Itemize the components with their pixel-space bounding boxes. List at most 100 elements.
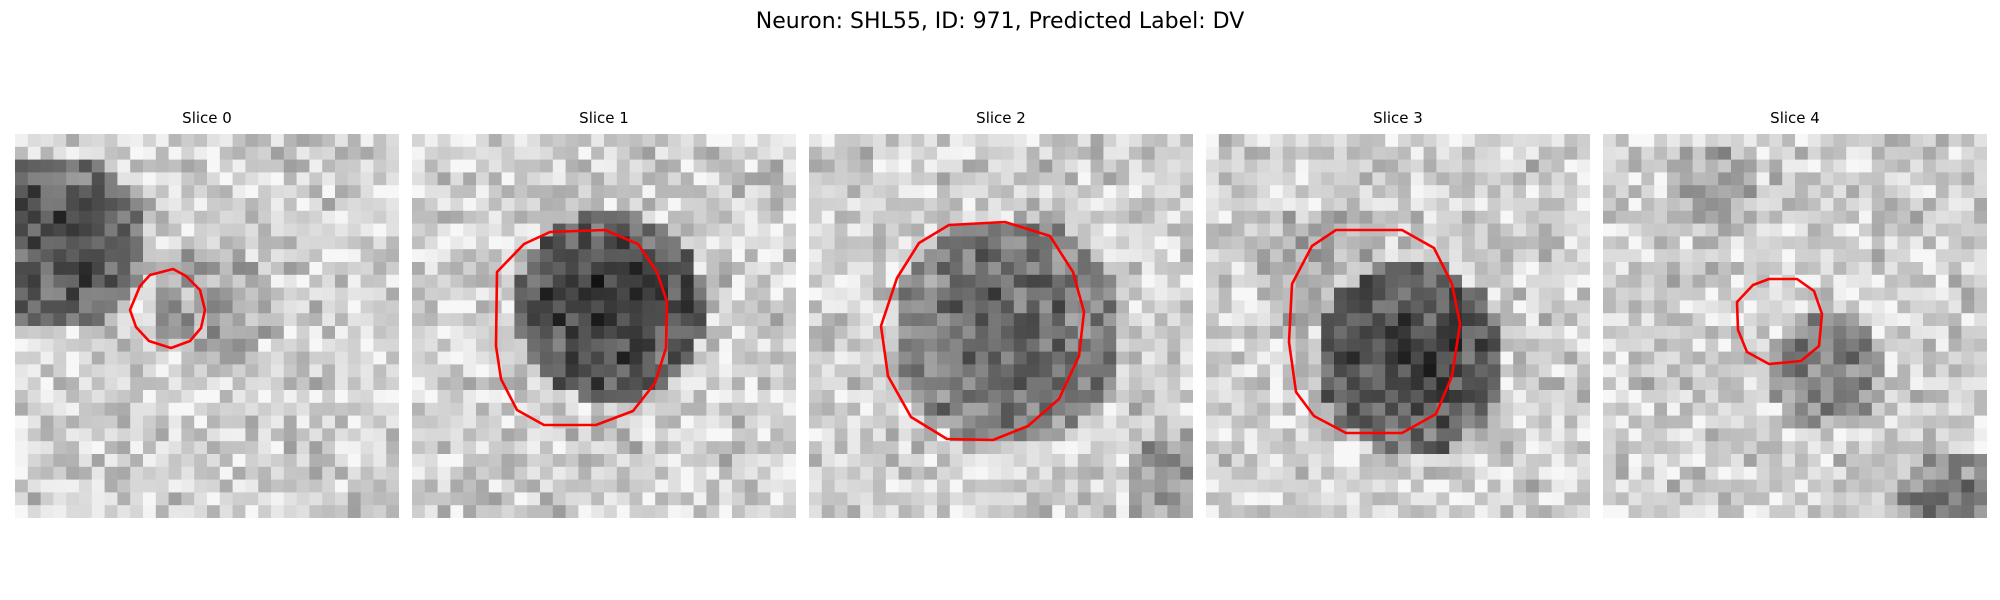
pixel xyxy=(834,287,848,301)
pixel xyxy=(347,249,362,263)
pixel xyxy=(53,159,67,173)
pixel xyxy=(911,274,925,289)
pixel xyxy=(1577,505,1590,518)
pixel xyxy=(1180,185,1193,199)
pixel xyxy=(1244,326,1258,340)
pixel xyxy=(347,313,362,327)
pixel xyxy=(1218,415,1233,429)
pixel xyxy=(1667,415,1681,429)
pixel xyxy=(1052,249,1066,263)
pixel xyxy=(1935,249,1950,263)
pixel xyxy=(424,351,439,365)
pixel xyxy=(1551,505,1565,518)
pixel xyxy=(1795,326,1809,340)
pixel xyxy=(809,146,823,161)
pixel xyxy=(527,159,541,173)
pixel xyxy=(604,249,618,263)
pixel xyxy=(1065,492,1079,506)
pixel xyxy=(501,415,515,429)
pixel xyxy=(821,338,836,353)
pixel xyxy=(757,390,771,404)
pixel xyxy=(1833,300,1847,314)
pixel xyxy=(1884,428,1898,442)
pixel xyxy=(437,134,451,148)
pixel xyxy=(1577,402,1590,417)
pixel xyxy=(1667,351,1681,365)
pixel xyxy=(1538,402,1553,417)
pixel xyxy=(1884,172,1898,186)
pixel xyxy=(885,210,900,225)
pixel xyxy=(271,185,285,199)
pixel xyxy=(1667,249,1681,263)
pixel xyxy=(1935,134,1950,148)
pixel xyxy=(1692,249,1706,263)
pixel xyxy=(168,249,182,263)
pixel xyxy=(117,198,131,212)
pixel xyxy=(488,351,503,365)
pixel xyxy=(15,210,29,225)
pixel xyxy=(1667,185,1681,199)
pixel xyxy=(501,441,515,455)
pixel xyxy=(104,159,118,173)
pixel xyxy=(1052,274,1066,289)
pixel xyxy=(1756,428,1770,442)
pixel xyxy=(501,402,515,417)
pixel xyxy=(1244,402,1258,417)
pixel xyxy=(847,249,861,263)
pixel xyxy=(642,326,656,340)
pixel xyxy=(1052,300,1066,314)
pixel xyxy=(924,466,938,481)
pixel xyxy=(1308,262,1322,276)
pixel xyxy=(770,505,784,518)
pixel xyxy=(1039,338,1053,353)
pixel xyxy=(578,198,592,212)
slice-image xyxy=(1603,134,1987,518)
pixel xyxy=(1756,313,1770,327)
pixel xyxy=(1026,454,1040,468)
pixel xyxy=(1628,351,1642,365)
pixel xyxy=(386,313,399,327)
pixel xyxy=(79,198,93,212)
pixel xyxy=(873,505,887,518)
pixel xyxy=(1026,185,1040,199)
pixel xyxy=(1769,466,1783,481)
pixel xyxy=(424,313,439,327)
pixel xyxy=(1257,300,1271,314)
pixel xyxy=(1705,262,1719,276)
pixel xyxy=(1321,274,1335,289)
pixel xyxy=(1692,185,1706,199)
pixel xyxy=(860,428,874,442)
pixel xyxy=(1398,364,1412,378)
pixel xyxy=(1487,390,1501,404)
pixel xyxy=(1538,428,1553,442)
pixel xyxy=(540,287,554,301)
pixel xyxy=(207,134,221,148)
pixel xyxy=(1974,454,1987,468)
pixel xyxy=(527,338,541,353)
pixel xyxy=(680,479,695,493)
pixel xyxy=(1013,134,1028,148)
pixel xyxy=(1795,377,1809,391)
pixel xyxy=(1641,146,1655,161)
pixel xyxy=(373,351,387,365)
pixel xyxy=(296,159,310,173)
pixel xyxy=(1385,134,1399,148)
pixel xyxy=(335,364,349,378)
pixel xyxy=(1116,505,1130,518)
pixel xyxy=(1667,402,1681,417)
pixel xyxy=(1513,223,1527,237)
pixel xyxy=(693,415,707,429)
pixel xyxy=(552,338,567,353)
pixel xyxy=(821,159,836,173)
pixel xyxy=(988,159,1002,173)
pixel xyxy=(181,441,195,455)
pixel xyxy=(1065,249,1079,263)
pixel xyxy=(207,454,221,468)
pixel xyxy=(1001,287,1015,301)
pixel xyxy=(1052,159,1066,173)
pixel xyxy=(245,505,259,518)
pixel xyxy=(552,313,567,327)
pixel xyxy=(1923,146,1937,161)
pixel xyxy=(1449,454,1463,468)
pixel xyxy=(834,377,848,391)
